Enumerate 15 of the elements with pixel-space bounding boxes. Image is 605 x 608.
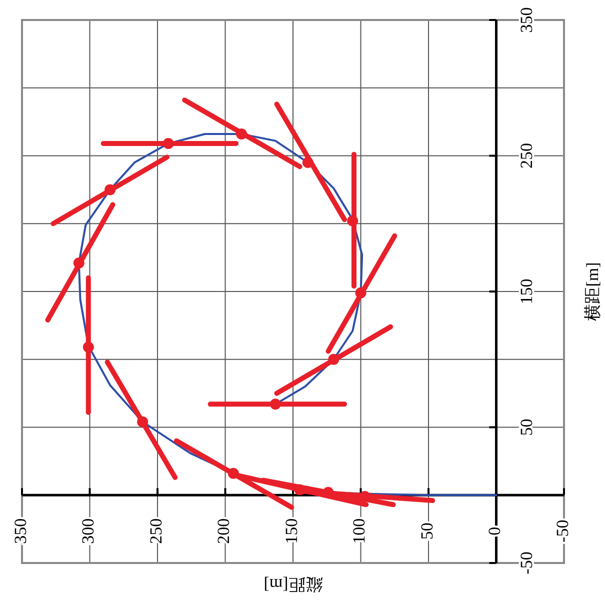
x-tick-label: 200 xyxy=(214,518,234,544)
y-tick-label: 350 xyxy=(517,7,536,33)
x-tick-label: 50 xyxy=(417,522,436,540)
y-axis-title: 横距[m] xyxy=(582,262,602,321)
y-tick-label: -50 xyxy=(517,552,536,574)
y-tick-label: 250 xyxy=(517,143,536,168)
x-tick-label: 350 xyxy=(10,518,30,544)
y-tick-label: 150 xyxy=(517,278,536,304)
y-tick-label: 50 xyxy=(517,418,536,436)
x-tick-label: -50 xyxy=(552,520,572,542)
x-tick-label: 250 xyxy=(146,518,166,544)
x-tick-label: 150 xyxy=(282,518,301,544)
x-tick-label: 300 xyxy=(78,518,98,544)
x-axis-title: 縦距[m] xyxy=(264,575,324,594)
x-tick-label: 100 xyxy=(350,518,369,544)
